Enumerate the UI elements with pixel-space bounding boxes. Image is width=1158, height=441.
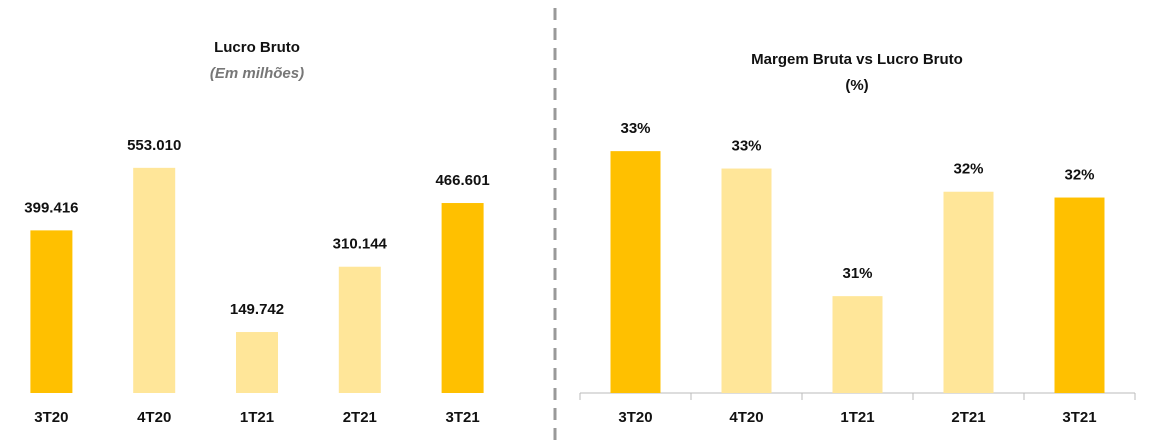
bar [943,191,994,393]
x-tick-label: 3T20 [34,409,68,426]
chart-subtitle: (%) [845,77,868,94]
data-label: 399.416 [24,199,78,216]
bar [832,296,883,393]
data-label: 149.742 [230,301,284,318]
x-tick-label: 1T21 [240,409,274,426]
data-label: 32% [1064,167,1094,184]
bar [721,168,772,393]
bar [338,266,381,393]
data-label: 310.144 [333,236,388,253]
chart-subtitle: (Em milhões) [210,65,304,82]
x-tick-label: 3T20 [618,409,652,426]
x-tick-label: 2T21 [343,409,377,426]
data-label: 32% [953,161,983,178]
data-label: 31% [842,265,872,282]
bar [30,230,73,393]
data-label: 33% [731,138,761,155]
bar [1054,197,1105,393]
x-tick-label: 3T21 [445,409,479,426]
chart-title: Lucro Bruto [214,39,300,56]
bar [236,332,278,393]
data-label: 553.010 [127,137,181,154]
bar [610,151,661,393]
x-tick-label: 1T21 [840,409,874,426]
bar [441,203,484,393]
chart-title: Margem Bruta vs Lucro Bruto [751,51,963,68]
bar [133,167,176,393]
x-tick-label: 3T21 [1062,409,1096,426]
x-tick-label: 4T20 [137,409,171,426]
data-label: 33% [620,120,650,137]
data-label: 466.601 [435,172,489,189]
x-tick-label: 4T20 [729,409,763,426]
x-tick-label: 2T21 [951,409,985,426]
